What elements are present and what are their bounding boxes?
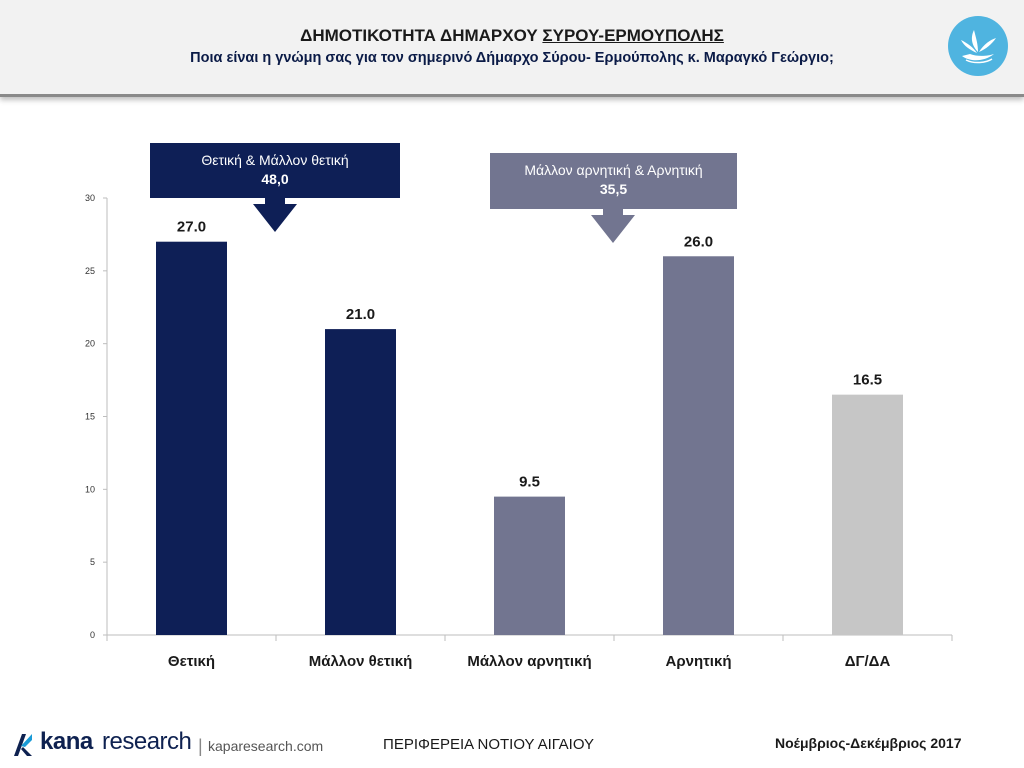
axis-layer: 0 5 10 15 20 25 30 bbox=[85, 193, 953, 641]
category-label: Μάλλον αρνητική bbox=[467, 653, 591, 670]
bar-value-label: 26.0 bbox=[684, 233, 713, 250]
page-subtitle: Ποια είναι η γνώμη σας για τον σημερινό … bbox=[190, 50, 834, 66]
category-label: Αρνητική bbox=[665, 653, 731, 670]
brand-separator: | bbox=[198, 736, 203, 756]
footer-date: Νοέμβριος-Δεκέμβριος 2017 bbox=[775, 735, 962, 751]
y-tick-label: 30 bbox=[85, 193, 95, 203]
kana-research-logo: kana research | kaparesearch.com bbox=[12, 728, 332, 762]
title-underlined: ΣΥΡΟΥ-ΕΡΜΟΥΠΟΛΗΣ bbox=[542, 26, 724, 45]
callout-box bbox=[150, 143, 400, 198]
bar bbox=[494, 496, 565, 635]
title-main: ΔΗΜΟΤΙΚΟΤΗΤΑ ΔΗΜΑΡΧΟΥ bbox=[300, 26, 543, 45]
bar-value-label: 21.0 bbox=[346, 306, 375, 323]
y-tick-label: 25 bbox=[85, 266, 95, 276]
callout-label: Θετική & Μάλλον θετική bbox=[201, 152, 348, 168]
bar-value-label: 16.5 bbox=[853, 372, 882, 389]
bars-layer: 27.0 Θετική 21.0 Μάλλον θετική 9.5 Μάλλον αρν… bbox=[156, 219, 903, 670]
callout-layer: Θετική & Μάλλον θετική 48,0 Μάλλον αρνητικ… bbox=[150, 143, 737, 243]
header-bar: ΔΗΜΟΤΙΚΟΤΗΤΑ ΔΗΜΑΡΧΟΥ ΣΥΡΟΥ-ΕΡΜΟΥΠΟΛΗΣ Π… bbox=[0, 0, 1024, 97]
bar bbox=[832, 394, 903, 635]
callout-arrow-icon bbox=[591, 209, 635, 243]
page-title: ΔΗΜΟΤΙΚΟΤΗΤΑ ΔΗΜΑΡΧΟΥ ΣΥΡΟΥ-ΕΡΜΟΥΠΟΛΗΣ bbox=[0, 26, 1024, 46]
bar bbox=[325, 329, 396, 635]
category-label: ΔΓ/ΔΑ bbox=[845, 653, 891, 670]
y-tick-label: 20 bbox=[85, 339, 95, 349]
bar bbox=[663, 256, 734, 635]
callout-value: 35,5 bbox=[600, 181, 627, 197]
brand-kana: kana bbox=[40, 728, 93, 755]
category-label: Θετική bbox=[168, 653, 215, 670]
bar bbox=[156, 241, 227, 635]
footer-region: ΠΕΡΙΦΕΡΕΙΑ ΝΟΤΙΟΥ ΑΙΓΑΙΟΥ bbox=[383, 736, 595, 753]
callout-box bbox=[490, 153, 737, 209]
y-tick-label: 10 bbox=[85, 484, 95, 494]
bar-value-label: 9.5 bbox=[519, 474, 540, 491]
y-tick-label: 5 bbox=[90, 557, 95, 567]
brand-research: research bbox=[102, 728, 192, 755]
y-tick-label: 15 bbox=[85, 412, 95, 422]
kana-logo-mark-icon bbox=[14, 734, 32, 756]
callout-arrow-icon bbox=[253, 198, 297, 232]
callout-value: 48,0 bbox=[261, 171, 288, 187]
y-tick-label: 0 bbox=[90, 630, 95, 640]
callout-label: Μάλλον αρνητική & Αρνητική bbox=[524, 162, 702, 178]
category-label: Μάλλον θετική bbox=[309, 653, 413, 670]
brand-url: kaparesearch.com bbox=[208, 738, 324, 754]
bar-chart: 0 5 10 15 20 25 30 27.0 Θετική 21.0 Μάλλον θετική… bbox=[85, 143, 953, 670]
bar-value-label: 27.0 bbox=[177, 219, 206, 236]
region-emblem-icon bbox=[948, 16, 1008, 76]
